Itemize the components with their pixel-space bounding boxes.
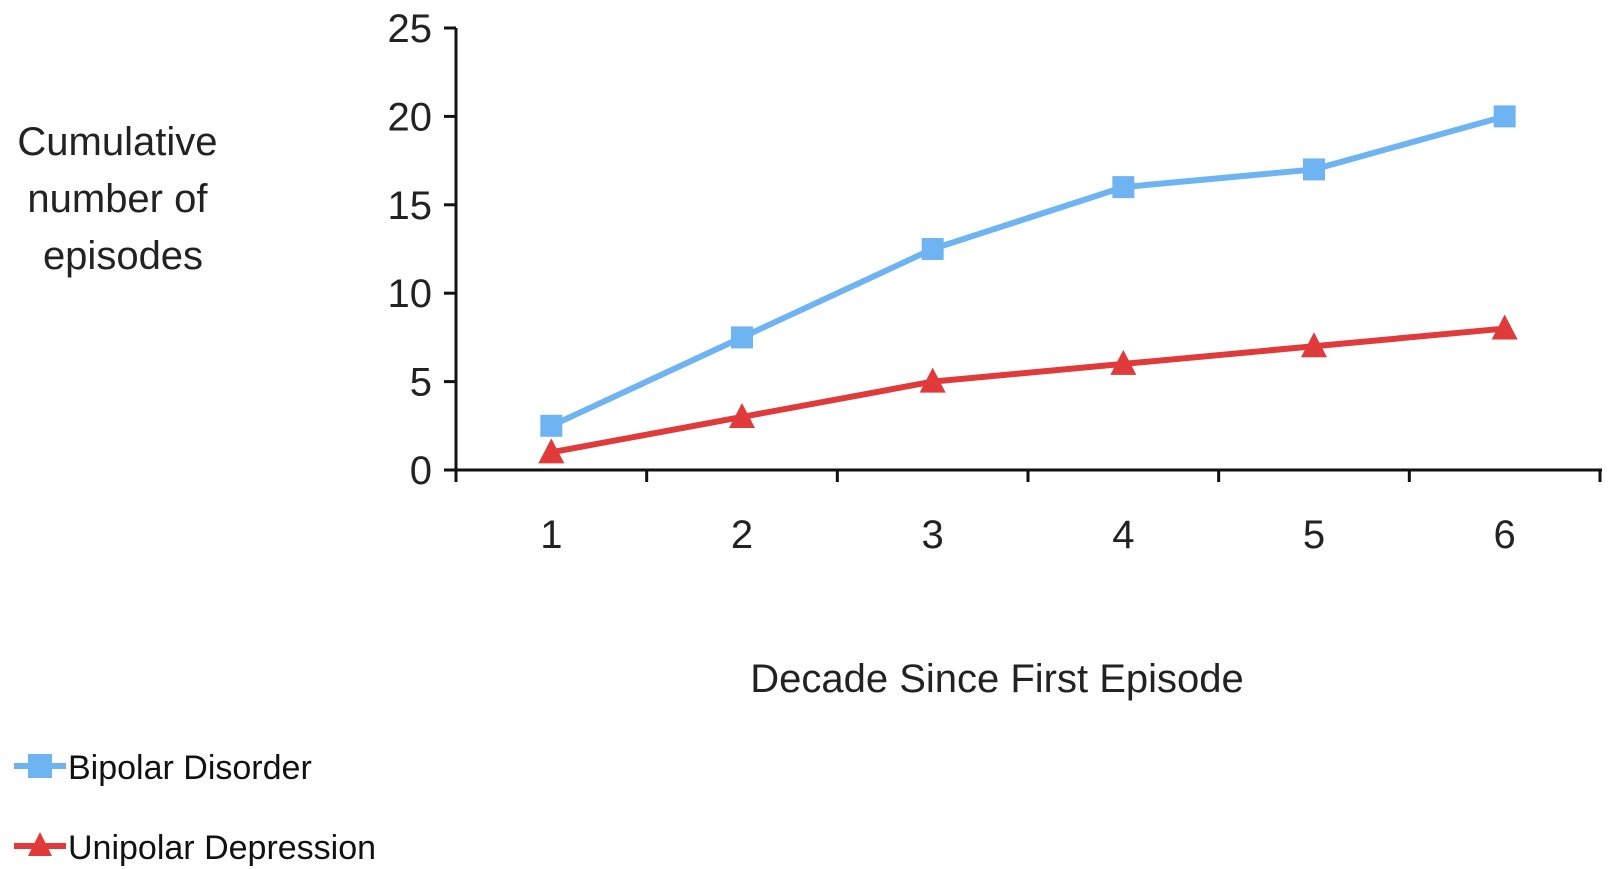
legend: Bipolar Disorder Unipolar Depression: [14, 749, 376, 867]
legend-marker-unipolar: [28, 832, 52, 856]
y-tick-label: 20: [388, 95, 433, 139]
point-bipolar: [1493, 105, 1516, 128]
legend-item-bipolar: Bipolar Disorder: [14, 749, 312, 787]
x-tick-label: 6: [1494, 513, 1516, 557]
series-layer: [538, 105, 1518, 464]
point-unipolar: [1110, 349, 1137, 375]
point-unipolar: [538, 438, 565, 464]
series-line-unipolar: [550, 325, 1505, 456]
point-unipolar: [1301, 332, 1327, 358]
point-bipolar: [1112, 176, 1135, 199]
y-axis-ticks: 0 5 10 15 20 25: [388, 7, 456, 493]
x-tick-label: 4: [1112, 513, 1134, 557]
point-bipolar: [921, 238, 944, 260]
y-tick-label: 5: [410, 361, 432, 405]
legend-label-bipolar: Bipolar Disorder: [68, 749, 312, 787]
y-tick-label: 15: [388, 184, 433, 228]
x-tick-label: 3: [922, 513, 944, 557]
y-axis-title: Cumulative number of episodes: [17, 120, 228, 278]
point-bipolar: [1303, 158, 1325, 181]
series-line-bipolar: [550, 113, 1506, 429]
y-axis-title-line-3: episodes: [43, 234, 203, 278]
x-tick-label: 1: [540, 513, 562, 557]
point-unipolar: [919, 367, 946, 393]
point-bipolar: [540, 414, 563, 437]
y-axis-title-line-1: Cumulative: [17, 120, 217, 164]
y-tick-label: 0: [410, 449, 432, 493]
x-tick-label: 2: [731, 513, 753, 557]
y-axis-title-line-2: number of: [27, 177, 208, 221]
y-tick-label: 10: [388, 272, 433, 316]
y-tick-label: 25: [388, 7, 433, 51]
x-axis-title: Decade Since First Episode: [750, 657, 1244, 701]
legend-item-unipolar: Unipolar Depression: [14, 829, 376, 867]
point-bipolar: [731, 326, 753, 349]
x-tick-label: 5: [1303, 513, 1325, 557]
point-unipolar: [1491, 314, 1518, 340]
point-unipolar: [729, 402, 755, 428]
legend-marker-bipolar: [28, 754, 52, 778]
x-axis-ticks: 1 2 3 4 5 6: [454, 470, 1602, 557]
legend-label-unipolar: Unipolar Depression: [68, 829, 376, 867]
